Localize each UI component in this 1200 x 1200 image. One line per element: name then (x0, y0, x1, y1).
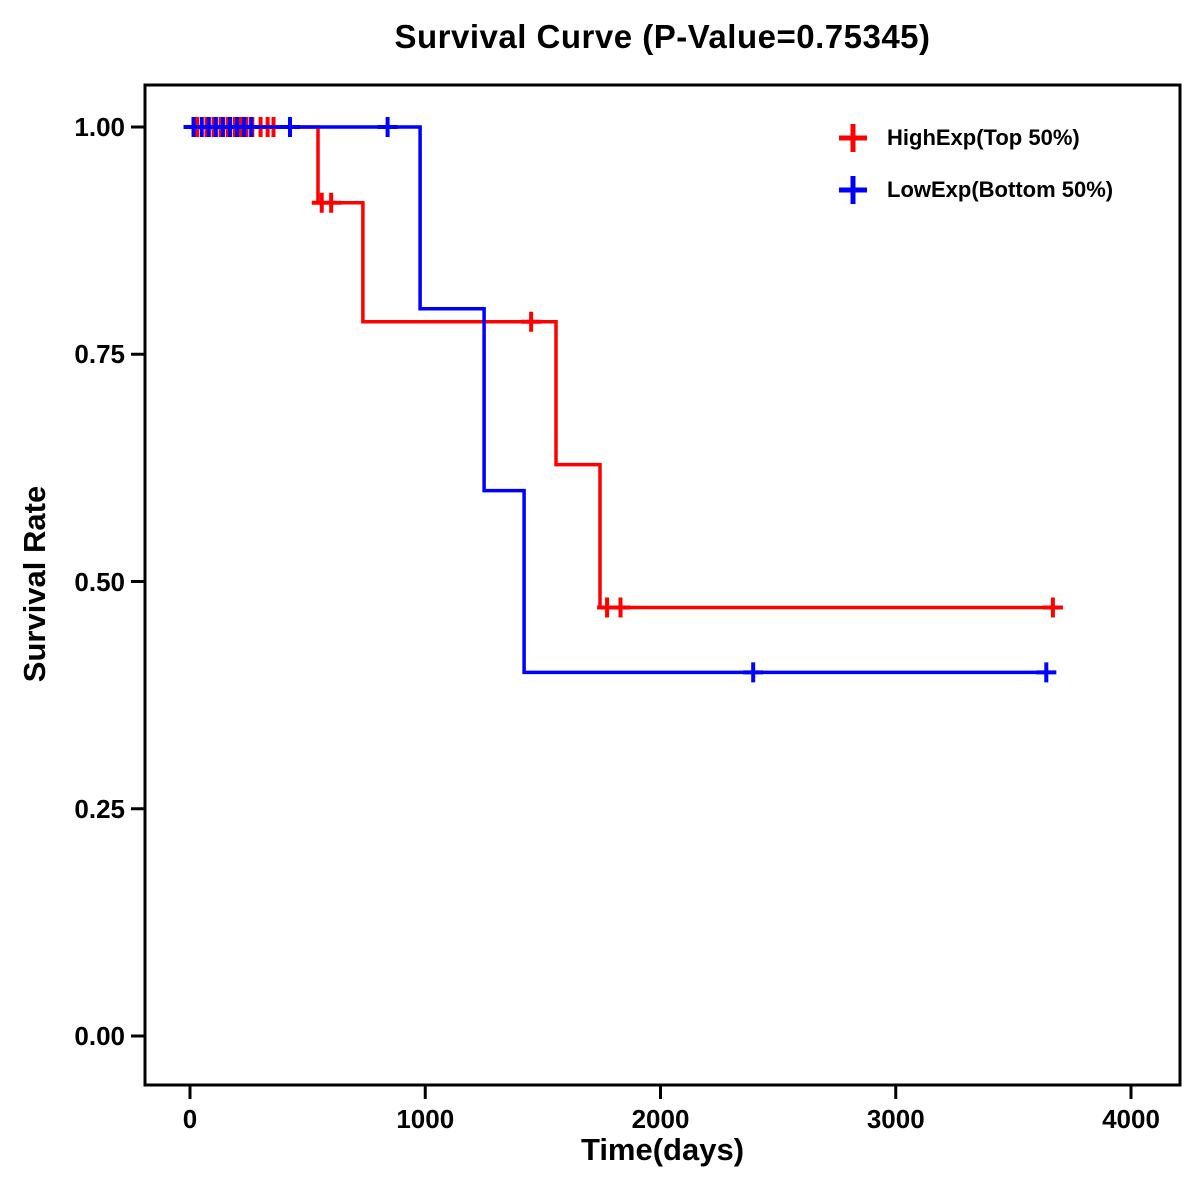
x-tick-label: 4000 (1102, 1104, 1160, 1134)
legend-item-lowexp: LowExp(Bottom 50%) (835, 164, 1113, 216)
lowexp-curve (190, 125, 1047, 675)
y-tick-label: 0.50 (74, 566, 125, 597)
legend-label-highexp: HighExp(Top 50%) (887, 125, 1080, 150)
lowexp-censor-marks (183, 117, 1057, 683)
plot-border (143, 83, 1182, 1087)
y-tick-label: 0.75 (74, 339, 125, 370)
x-tick-label: 1000 (396, 1104, 455, 1134)
legend: HighExp(Top 50%) LowExp(Bottom 50%) (835, 112, 1113, 216)
highexp-plus-icon (839, 124, 867, 152)
highexp-curve (190, 125, 1053, 610)
x-tick-label: 3000 (866, 1104, 925, 1134)
x-axis-title: Time(days) (580, 1132, 745, 1167)
x-tick-label: 0 (182, 1104, 198, 1134)
x-tick-label: 2000 (631, 1104, 690, 1134)
legend-label-lowexp: LowExp(Bottom 50%) (887, 177, 1114, 202)
lowexp-plus-icon (839, 176, 867, 204)
y-tick-label: 1.00 (74, 112, 125, 142)
y-tick-label: 0.00 (74, 1021, 125, 1051)
legend-item-highexp: HighExp(Top 50%) (835, 112, 1113, 164)
y-tick-label: 0.25 (74, 793, 125, 824)
chart-title: Survival Curve (P-Value=0.75345) (394, 18, 931, 55)
